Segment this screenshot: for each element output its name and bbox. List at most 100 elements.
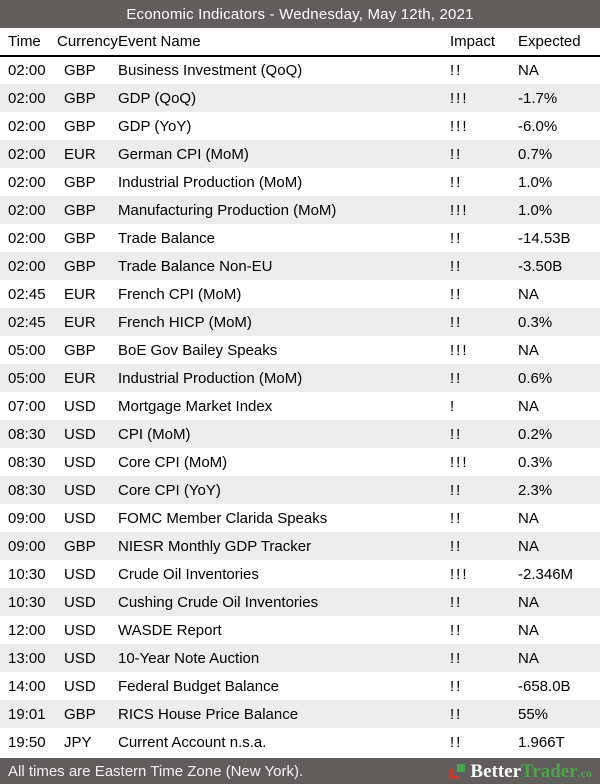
expected-cell: -6.0% bbox=[518, 117, 558, 135]
expected-cell: NA bbox=[518, 397, 539, 415]
expected-cell: -3.50B bbox=[518, 257, 563, 275]
event-cell: RICS House Price Balance bbox=[118, 705, 299, 723]
expected-cell: NA bbox=[518, 509, 539, 527]
expected-cell: 1.0% bbox=[518, 201, 553, 219]
table-row: 02:45 EUR French CPI (MoM)!! NA bbox=[0, 280, 600, 308]
bettertrader-logo[interactable]: Better Trader .co bbox=[450, 762, 592, 781]
currency-cell: USD bbox=[64, 509, 96, 527]
event-cell: Federal Budget Balance bbox=[118, 677, 279, 695]
impact-cell: !! bbox=[450, 621, 463, 639]
impact-cell: !! bbox=[450, 481, 463, 499]
currency-cell: USD bbox=[64, 621, 96, 639]
time-cell: 10:30 bbox=[8, 593, 46, 611]
time-cell: 08:30 bbox=[8, 425, 46, 443]
impact-cell: !! bbox=[450, 145, 463, 163]
event-cell: GDP (YoY) bbox=[118, 117, 192, 135]
time-cell: 02:00 bbox=[8, 117, 46, 135]
impact-cell: !!! bbox=[450, 117, 469, 135]
table-row: 02:00 GBP GDP (QoQ)!!! -1.7% bbox=[0, 84, 600, 112]
currency-cell: USD bbox=[64, 649, 96, 667]
event-cell: WASDE Report bbox=[118, 621, 222, 639]
time-cell: 05:00 bbox=[8, 369, 46, 387]
currency-cell: USD bbox=[64, 453, 96, 471]
event-cell: Business Investment (QoQ) bbox=[118, 62, 303, 79]
table-row: 10:30 USD Crude Oil Inventories!!! -2.346M bbox=[0, 560, 600, 588]
expected-cell: NA bbox=[518, 341, 539, 359]
impact-cell: !! bbox=[450, 649, 463, 667]
currency-cell: EUR bbox=[64, 285, 96, 303]
time-cell: 19:50 bbox=[8, 733, 46, 751]
column-header-time: Time bbox=[0, 28, 49, 57]
expected-cell: NA bbox=[518, 285, 539, 303]
impact-cell: !! bbox=[450, 537, 463, 555]
impact-cell: !! bbox=[450, 425, 463, 443]
event-cell: Trade Balance Non-EU bbox=[118, 257, 273, 275]
expected-cell: NA bbox=[518, 62, 539, 79]
table-row: 12:00 USD WASDE Report!! NA bbox=[0, 616, 600, 644]
time-cell: 02:00 bbox=[8, 89, 46, 107]
impact-cell: !! bbox=[450, 313, 463, 331]
expected-cell: -658.0B bbox=[518, 677, 571, 695]
expected-cell: NA bbox=[518, 621, 539, 639]
table-row: 10:30 USD Cushing Crude Oil Inventories!! N… bbox=[0, 588, 600, 616]
impact-cell: !! bbox=[450, 229, 463, 247]
time-cell: 05:00 bbox=[8, 341, 46, 359]
currency-cell: GBP bbox=[64, 257, 96, 275]
table-row: 02:45 EUR French HICP (MoM)!! 0.3% bbox=[0, 308, 600, 336]
impact-cell: !! bbox=[450, 257, 463, 275]
currency-cell: GBP bbox=[64, 89, 96, 107]
currency-cell: JPY bbox=[64, 733, 92, 751]
table-row: 19:50 JPY Current Account n.s.a.!! 1.966T bbox=[0, 728, 600, 756]
time-cell: 13:00 bbox=[8, 649, 46, 667]
time-cell: 02:45 bbox=[8, 313, 46, 331]
expected-cell: NA bbox=[518, 593, 539, 611]
table-row: 02:00 GBP Manufacturing Production (MoM)!!… bbox=[0, 196, 600, 224]
column-header-currency: Currency bbox=[49, 28, 118, 57]
table-row: 02:00 GBP GDP (YoY)!!! -6.0% bbox=[0, 112, 600, 140]
event-cell: Industrial Production (MoM) bbox=[118, 173, 303, 191]
currency-cell: GBP bbox=[64, 705, 96, 723]
expected-cell: -14.53B bbox=[518, 229, 571, 247]
expected-cell: -1.7% bbox=[518, 89, 558, 107]
table-row: 08:30 USD Core CPI (YoY)!! 2.3% bbox=[0, 476, 600, 504]
event-cell: Cushing Crude Oil Inventories bbox=[118, 593, 319, 611]
expected-cell: -2.346M bbox=[518, 565, 574, 583]
event-cell: FOMC Member Clarida Speaks bbox=[118, 509, 328, 527]
table-row: 14:00 USD Federal Budget Balance!! -658.0B bbox=[0, 672, 600, 700]
event-cell: French HICP (MoM) bbox=[118, 313, 252, 331]
currency-cell: EUR bbox=[64, 369, 96, 387]
time-cell: 12:00 bbox=[8, 621, 46, 639]
time-cell: 02:45 bbox=[8, 285, 46, 303]
impact-cell: !!! bbox=[450, 89, 469, 107]
brand-tld: .co bbox=[577, 765, 592, 780]
table-row: 13:00 USD 10-Year Note Auction!! NA bbox=[0, 644, 600, 672]
event-cell: French CPI (MoM) bbox=[118, 285, 242, 303]
event-cell: CPI (MoM) bbox=[118, 425, 191, 443]
table-row: 05:00 GBP BoE Gov Bailey Speaks!!! NA bbox=[0, 336, 600, 364]
time-cell: 08:30 bbox=[8, 481, 46, 499]
table-row: 02:00 EUR German CPI (MoM)!! 0.7% bbox=[0, 140, 600, 168]
currency-cell: GBP bbox=[64, 173, 96, 191]
time-cell: 14:00 bbox=[8, 677, 46, 695]
table-row: 02:00 GBP Industrial Production (MoM)!! 1.0… bbox=[0, 168, 600, 196]
table-row: 19:01 GBP RICS House Price Balance!! 55% bbox=[0, 700, 600, 728]
footer-bar: All times are Eastern Time Zone (New Yor… bbox=[0, 758, 600, 784]
impact-cell: !!! bbox=[450, 341, 469, 359]
bettertrader-logo-icon bbox=[450, 763, 466, 779]
currency-cell: EUR bbox=[64, 313, 96, 331]
event-cell: Trade Balance bbox=[118, 229, 216, 247]
table-row: 08:30 USD Core CPI (MoM)!!! 0.3% bbox=[0, 448, 600, 476]
expected-cell: 1.966T bbox=[518, 733, 565, 751]
expected-cell: 1.0% bbox=[518, 173, 553, 191]
expected-cell: 0.2% bbox=[518, 425, 553, 443]
widget-title: Economic Indicators - Wednesday, May 12t… bbox=[126, 5, 474, 23]
time-cell: 10:30 bbox=[8, 565, 46, 583]
currency-cell: GBP bbox=[64, 229, 96, 247]
currency-cell: GBP bbox=[64, 537, 96, 555]
event-cell: BoE Gov Bailey Speaks bbox=[118, 341, 278, 359]
table-row: 02:00 GBP Trade Balance Non-EU!! -3.50B bbox=[0, 252, 600, 280]
time-cell: 02:00 bbox=[8, 257, 46, 275]
impact-cell: !! bbox=[450, 705, 463, 723]
brand-trader: Trader bbox=[521, 760, 578, 782]
impact-cell: ! bbox=[450, 397, 457, 415]
